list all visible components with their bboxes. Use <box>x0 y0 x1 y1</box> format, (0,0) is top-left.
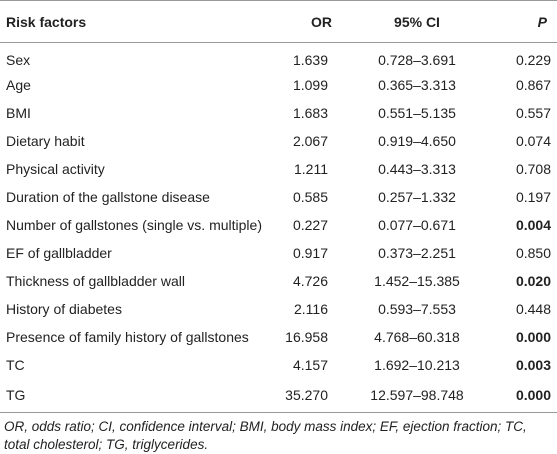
table-row: TG 35.270 12.597–98.748 0.000 <box>0 379 557 413</box>
table-cell: 0.867 <box>515 76 551 93</box>
table-cell: 1.639 <box>292 51 328 68</box>
table-row: Duration of the gallstone disease 0.585 0.… <box>0 183 557 211</box>
table-cell: 0.365–3.313 <box>378 76 456 93</box>
table-row: Thickness of gallbladder wall 4.726 1.452–… <box>0 267 557 295</box>
table-cell: 35.270 <box>285 387 328 404</box>
data-table: Risk factors OR 95% CI P Sex 1.639 0.728–3… <box>0 0 557 413</box>
footnote: OR, odds ratio; CI, confidence interval;… <box>4 419 527 452</box>
table-cell: Number of gallstones (single vs. multipl… <box>6 216 262 233</box>
table-cell: EF of gallbladder <box>6 244 112 261</box>
table-cell: 0.585 <box>292 188 328 205</box>
table-cell: TC <box>6 356 25 373</box>
table-cell: Physical activity <box>6 160 105 177</box>
table-cell: History of diabetes <box>6 300 122 317</box>
table-cell: 0.448 <box>515 300 551 317</box>
table-cell: 1.683 <box>292 104 328 121</box>
header-cell: OR <box>311 13 332 30</box>
table-cell: BMI <box>6 104 31 121</box>
table-cell: 0.077–0.671 <box>378 216 456 233</box>
header-cell: Risk factors <box>6 13 87 30</box>
table-cell: 0.020 <box>515 272 551 289</box>
table-cell: 1.211 <box>294 160 328 177</box>
table-row: Presence of family history of gallstones… <box>0 323 557 351</box>
table-cell: 0.000 <box>515 328 551 345</box>
table-cell: 12.597–98.748 <box>370 387 464 404</box>
table-row: Number of gallstones (single vs. multipl… <box>0 211 557 239</box>
table-cell: 0.000 <box>515 387 551 404</box>
table-cell: 0.373–2.251 <box>378 244 456 261</box>
table-cell: Sex <box>6 51 31 68</box>
header-row: Risk factors OR 95% CI P <box>0 0 557 43</box>
table-row: History of diabetes 2.116 0.593–7.553 0.448 <box>0 295 557 323</box>
table-row: Sex 1.639 0.728–3.691 0.229 <box>0 43 557 71</box>
table-row: TC 4.157 1.692–10.213 0.003 <box>0 351 557 379</box>
table-cell: 0.197 <box>515 188 551 205</box>
table-cell: 0.919–4.650 <box>378 132 456 149</box>
header-cell: 95% CI <box>394 13 440 30</box>
table-cell: 0.257–1.332 <box>378 188 456 205</box>
table-cell: 4.768–60.318 <box>374 328 460 345</box>
table-row: BMI 1.683 0.551–5.135 0.557 <box>0 99 557 127</box>
table-cell: 0.443–3.313 <box>378 160 456 177</box>
table-cell: 16.958 <box>285 328 328 345</box>
table-cell: 0.917 <box>292 244 328 261</box>
table-cell: 0.551–5.135 <box>378 104 456 121</box>
table-cell: 0.074 <box>515 132 551 149</box>
table-cell: Duration of the gallstone disease <box>6 188 210 205</box>
table-cell: 2.116 <box>294 300 328 317</box>
table-row: EF of gallbladder 0.917 0.373–2.251 0.850 <box>0 239 557 267</box>
table-cell: 0.227 <box>292 216 328 233</box>
table-cell: 0.708 <box>515 160 551 177</box>
table-cell: 0.003 <box>515 356 551 373</box>
table-cell: 0.229 <box>515 51 551 68</box>
table-cell: 4.157 <box>292 356 328 373</box>
table-cell: 0.557 <box>515 104 551 121</box>
table-cell: 0.728–3.691 <box>378 51 456 68</box>
table-cell: Age <box>6 76 31 93</box>
table-cell: 0.850 <box>515 244 551 261</box>
table-cell: Presence of family history of gallstones <box>6 328 249 345</box>
table-cell: Thickness of gallbladder wall <box>6 272 185 289</box>
table-cell: 0.593–7.553 <box>378 300 456 317</box>
table-cell: 0.004 <box>515 216 551 233</box>
table-row: Physical activity 1.211 0.443–3.313 0.708 <box>0 155 557 183</box>
table-cell: 4.726 <box>292 272 328 289</box>
table-cell: Dietary habit <box>6 132 85 149</box>
table-cell: 1.692–10.213 <box>374 356 460 373</box>
table-cell: 1.452–15.385 <box>374 272 460 289</box>
table-row: Age 1.099 0.365–3.313 0.867 <box>0 71 557 99</box>
header-cell: P <box>537 13 547 30</box>
table-cell: TG <box>6 387 26 404</box>
table-body: Sex 1.639 0.728–3.691 0.229 Age 1.099 0.365–3.… <box>0 43 557 413</box>
table-row: Dietary habit 2.067 0.919–4.650 0.074 <box>0 127 557 155</box>
table-cell: 2.067 <box>292 132 328 149</box>
table-cell: 1.099 <box>292 76 328 93</box>
